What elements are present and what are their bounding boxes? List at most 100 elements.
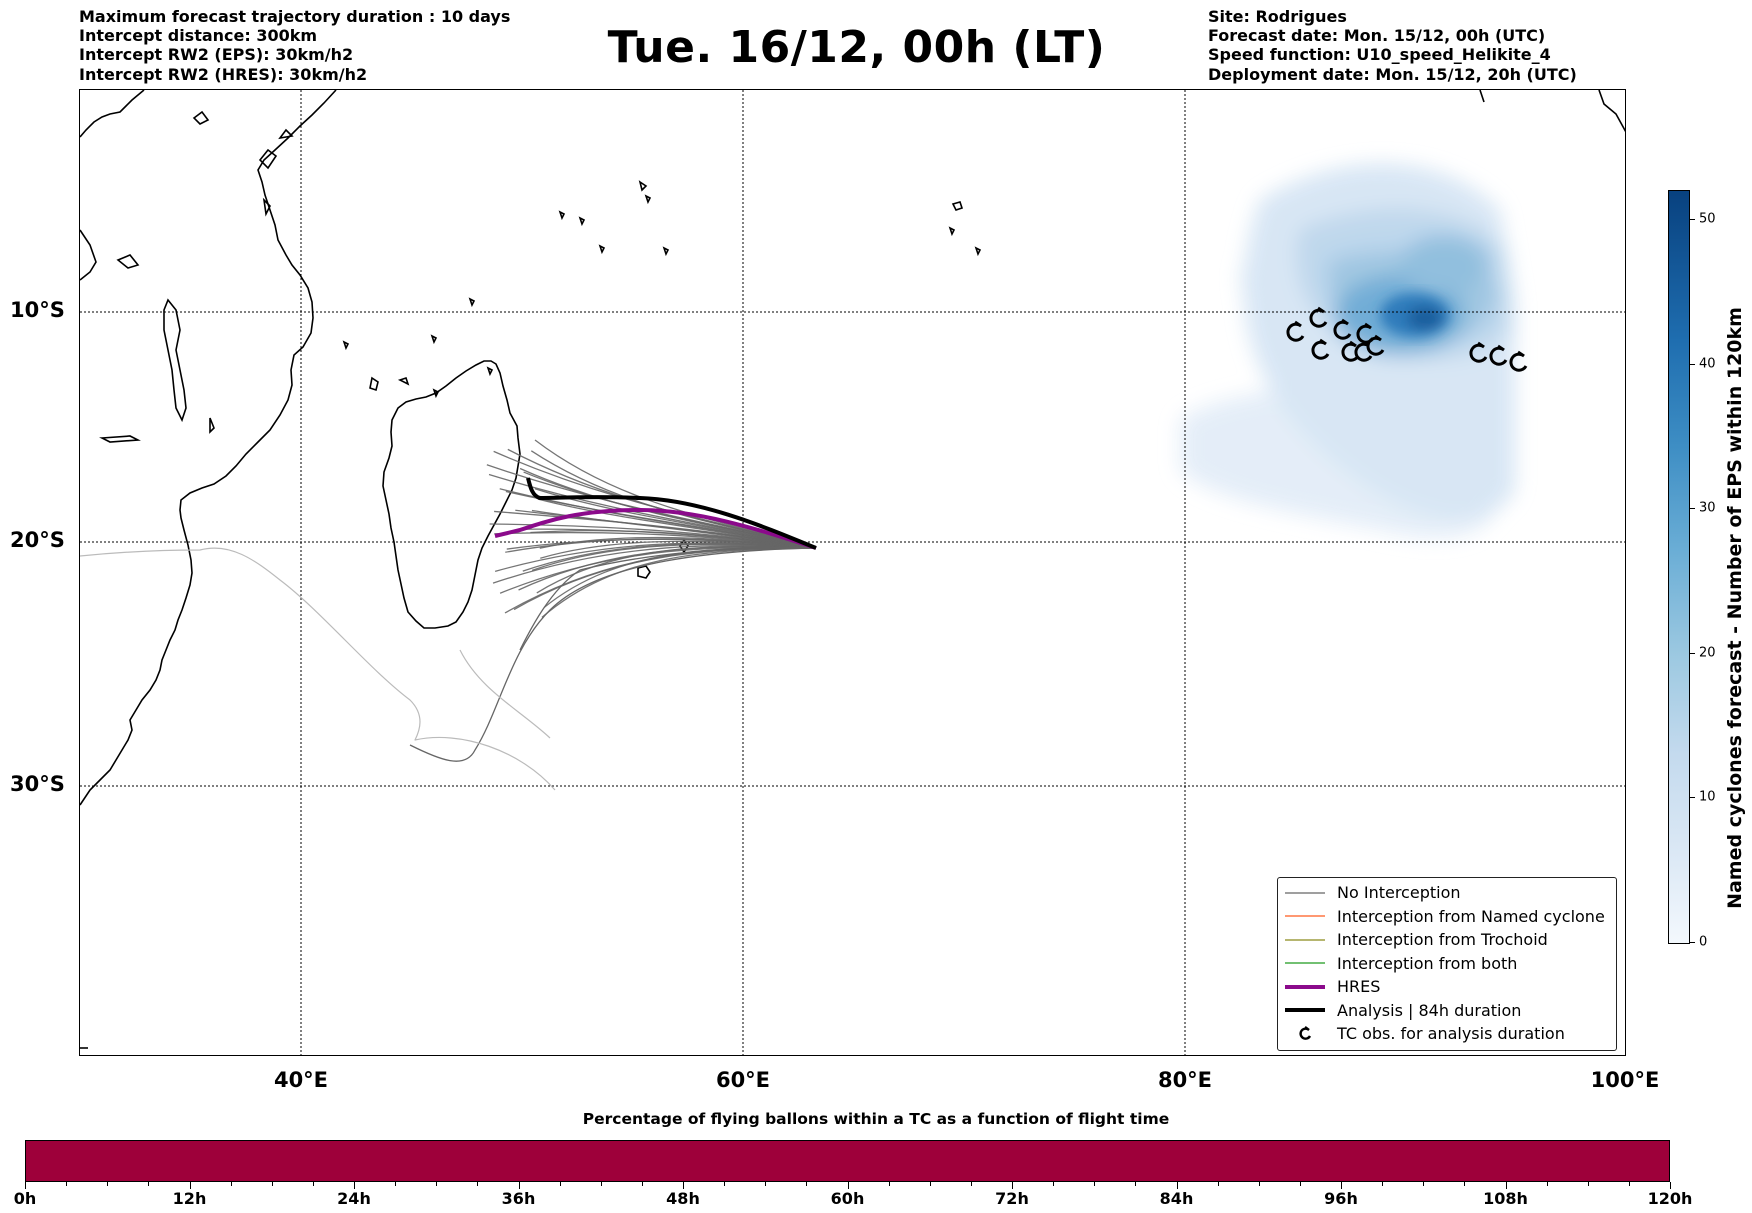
colorbar-tick-label: 40 bbox=[1699, 356, 1716, 372]
timebar-tick bbox=[888, 1182, 890, 1186]
timebar-tick bbox=[1382, 1182, 1384, 1186]
timebar-tick bbox=[765, 1182, 767, 1186]
timebar-label: 84h bbox=[1159, 1189, 1194, 1208]
lat-label-20s: 20°S bbox=[10, 528, 65, 552]
colorbar-tick-label: 10 bbox=[1699, 789, 1716, 805]
ensemble-trajectory bbox=[409, 547, 817, 762]
ensemble-trajectory bbox=[492, 544, 817, 584]
timebar-tick bbox=[683, 1182, 684, 1189]
cyclone-symbol-icon bbox=[1309, 306, 1328, 328]
timebar-tick bbox=[600, 1182, 602, 1186]
ensemble-trajectory bbox=[519, 546, 817, 651]
cyclone-symbol-icon bbox=[1341, 340, 1360, 362]
legend-label: Analysis | 84h duration bbox=[1337, 1000, 1522, 1020]
legend-item-named-cyclone: Interception from Named cyclone bbox=[1278, 905, 1616, 929]
speed-function-text: Speed function: U10_speed_Helikite_4 bbox=[1208, 45, 1551, 64]
colorbar-tick bbox=[1689, 942, 1695, 943]
colorbar-tick bbox=[1689, 797, 1695, 799]
legend-thick-line-icon bbox=[1282, 1007, 1328, 1013]
timebar-label: 72h bbox=[995, 1189, 1029, 1208]
timebar-tick bbox=[148, 1182, 150, 1186]
map-canvas bbox=[80, 90, 1625, 1055]
map-legend: No Interception Interception from Named … bbox=[1277, 877, 1617, 1051]
lon-label-100e: 100°E bbox=[1590, 1068, 1660, 1092]
timebar-tick bbox=[1546, 1182, 1548, 1186]
legend-item-both: Interception from both bbox=[1278, 952, 1616, 976]
timebar-label: 108h bbox=[1483, 1189, 1528, 1208]
timebar-label: 24h bbox=[337, 1189, 371, 1208]
colorbar-tick bbox=[1689, 508, 1695, 510]
colorbar-label: Named cyclones forecast - Number of EPS … bbox=[1724, 307, 1746, 909]
timebar-tick bbox=[806, 1182, 808, 1186]
max-duration-text: Maximum forecast trajectory duration : 1… bbox=[79, 7, 511, 26]
cyclone-symbol-icon bbox=[1509, 350, 1528, 372]
timebar-tick bbox=[1587, 1182, 1589, 1186]
timebar-label: 36h bbox=[501, 1189, 536, 1208]
timebar-tick bbox=[1135, 1182, 1137, 1186]
legend-line-icon bbox=[1282, 890, 1328, 896]
timebar-tick bbox=[271, 1182, 273, 1186]
legend-label: Interception from both bbox=[1337, 953, 1518, 973]
timebar-label: 120h bbox=[1647, 1189, 1693, 1208]
timebar-tick bbox=[641, 1182, 643, 1186]
legend-line-icon bbox=[1282, 960, 1328, 966]
timebar-tick bbox=[970, 1182, 972, 1186]
tc-observations-layer bbox=[1286, 306, 1528, 372]
lon-label-80e: 80°E bbox=[1157, 1068, 1213, 1092]
legend-item-no-interception: No Interception bbox=[1278, 881, 1616, 905]
timebar-tick bbox=[1505, 1182, 1507, 1189]
legend-item-analysis: Analysis | 84h duration bbox=[1278, 999, 1616, 1023]
colorbar-tick bbox=[1689, 652, 1695, 654]
faint-trajectory bbox=[80, 547, 556, 791]
cyclone-symbol-icon bbox=[1469, 341, 1488, 363]
legend-line-icon bbox=[1282, 913, 1328, 919]
intercept-distance-text: Intercept distance: 300km bbox=[79, 26, 318, 45]
timebar-tick bbox=[312, 1182, 314, 1186]
timebar-tick bbox=[25, 1182, 26, 1189]
cyclone-symbol-icon bbox=[1286, 320, 1305, 342]
timebar-tick bbox=[354, 1182, 355, 1189]
timebar-tick bbox=[477, 1182, 479, 1186]
intercept-hres-text: Intercept RW2 (HRES): 30km/h2 bbox=[79, 65, 368, 84]
forecast-date-text: Forecast date: Mon. 15/12, 00h (UTC) bbox=[1208, 26, 1546, 45]
timebar bbox=[25, 1140, 1670, 1182]
timebar-tick bbox=[1217, 1182, 1219, 1186]
cyclone-symbol-icon bbox=[1333, 318, 1352, 340]
timebar-label: 60h bbox=[830, 1189, 865, 1208]
timebar-tick bbox=[518, 1182, 520, 1189]
trajectories-layer bbox=[80, 439, 817, 791]
timebar-tick bbox=[1341, 1182, 1342, 1189]
timebar-tick bbox=[724, 1182, 726, 1186]
timebar-tick bbox=[1299, 1182, 1301, 1186]
legend-label: Interception from Named cyclone bbox=[1337, 906, 1605, 926]
timebar-label: 0h bbox=[13, 1189, 37, 1208]
legend-thick-line-icon bbox=[1282, 984, 1328, 990]
legend-item-trochoid: Interception from Trochoid bbox=[1278, 928, 1616, 952]
graticule bbox=[80, 90, 1625, 1055]
timebar-title: Percentage of flying ballons within a TC… bbox=[582, 1110, 1170, 1128]
lat-label-10s: 10°S bbox=[10, 298, 65, 322]
colorbar-tick bbox=[1689, 218, 1695, 220]
hres-trajectory bbox=[494, 508, 817, 550]
legend-label: No Interception bbox=[1337, 883, 1461, 903]
intercept-eps-text: Intercept RW2 (EPS): 30km/h2 bbox=[79, 45, 354, 64]
cyclone-symbol-icon bbox=[1282, 1025, 1328, 1042]
legend-label: Interception from Trochoid bbox=[1337, 930, 1548, 950]
colorbar-tick-label: 0 bbox=[1699, 934, 1708, 950]
timebar-label: 48h bbox=[666, 1189, 700, 1208]
cyclone-symbol-icon bbox=[1311, 338, 1330, 360]
timebar-tick bbox=[1670, 1182, 1671, 1189]
site-text: Site: Rodrigues bbox=[1208, 7, 1347, 26]
lon-label-60e: 60°E bbox=[715, 1068, 771, 1092]
cyclone-symbol-icon bbox=[1366, 334, 1385, 356]
map-panel[interactable] bbox=[79, 89, 1626, 1056]
timebar-tick bbox=[395, 1182, 397, 1186]
faint-trajectory bbox=[459, 649, 551, 739]
timebar-tick bbox=[1464, 1182, 1466, 1186]
timebar-tick bbox=[107, 1182, 109, 1186]
colorbar-tick bbox=[1689, 363, 1695, 365]
timebar-tick bbox=[1628, 1182, 1630, 1186]
cyclone-symbol-icon bbox=[1489, 344, 1508, 366]
lat-label-30s: 30°S bbox=[10, 772, 65, 796]
timebar-tick bbox=[189, 1182, 191, 1189]
